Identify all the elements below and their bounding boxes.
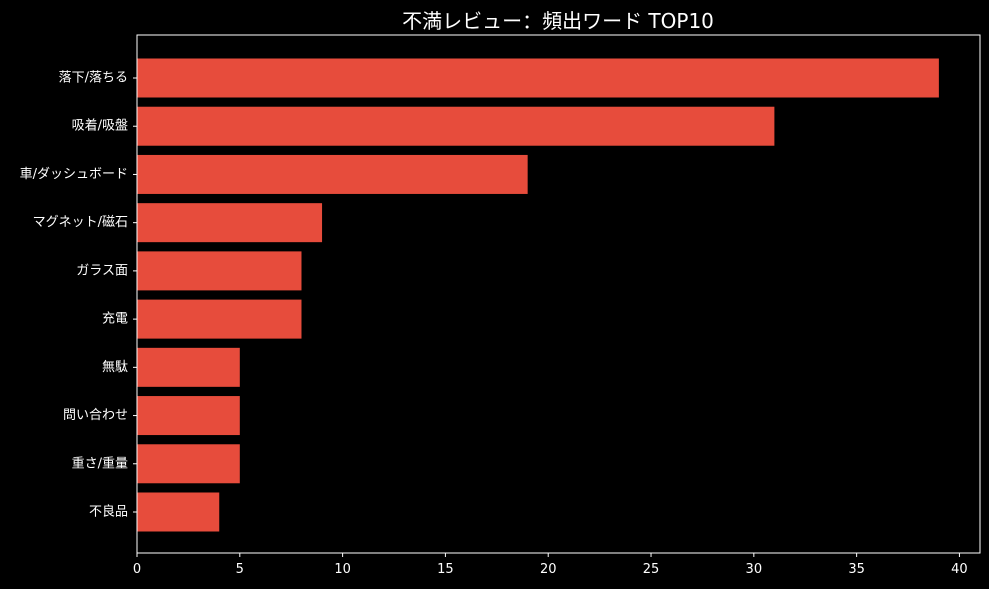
bar-3 (137, 154, 528, 194)
x-axis-ticks: 0 5 10 15 20 25 30 35 40 (133, 553, 968, 577)
bars-layer (137, 58, 939, 532)
bar-10 (137, 492, 220, 532)
bar-5 (137, 251, 302, 291)
category-label: 問い合わせ (63, 408, 128, 423)
x-tick-label: 30 (746, 562, 763, 577)
category-label: ガラス面 (76, 263, 128, 278)
x-tick-label: 25 (643, 562, 660, 577)
x-tick-label: 0 (133, 562, 141, 577)
x-tick-label: 20 (540, 562, 557, 577)
bar-9 (137, 444, 240, 484)
bar-1 (137, 58, 939, 98)
x-tick-label: 40 (951, 562, 968, 577)
bar-4 (137, 203, 323, 243)
category-label: 重さ/重量 (72, 455, 128, 471)
category-label: 充電 (102, 311, 128, 327)
category-label: 無駄 (102, 360, 128, 375)
bar-6 (137, 299, 302, 339)
category-labels: 落下/落ちる吸着/吸盤車/ダッシュボードマグネット/磁石ガラス面充電無駄問い合わ… (20, 71, 137, 520)
category-label: 落下/落ちる (59, 71, 128, 86)
bar-7 (137, 347, 240, 387)
plot-frame (136, 34, 981, 554)
x-tick-label: 35 (848, 562, 865, 577)
x-tick-label: 5 (236, 562, 244, 577)
bar-8 (137, 396, 240, 436)
chart-title: 不満レビュー：頻出ワード TOP10 (402, 9, 714, 33)
category-label: 不良品 (89, 504, 128, 520)
category-label: 車/ダッシュボード (20, 167, 128, 182)
x-tick-label: 10 (334, 562, 351, 577)
category-label: マグネット/磁石 (33, 215, 128, 230)
bar-2 (137, 106, 775, 146)
x-tick-label: 15 (437, 562, 454, 577)
category-label: 吸着/吸盤 (72, 118, 128, 134)
